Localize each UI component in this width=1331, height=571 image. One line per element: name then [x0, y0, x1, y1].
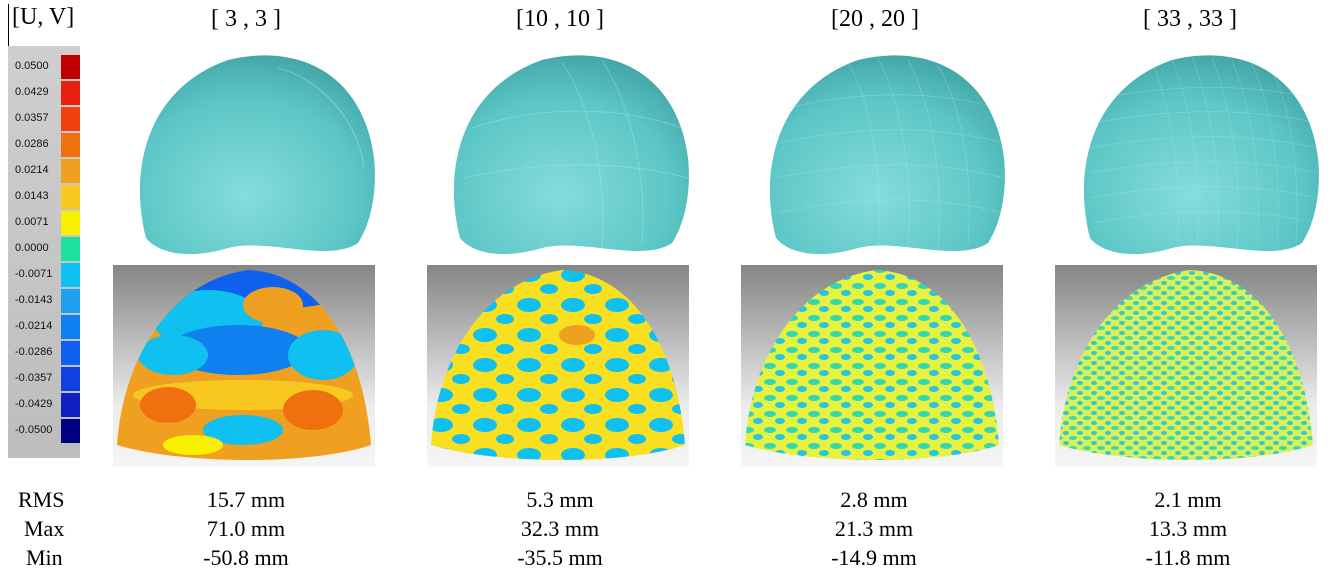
column-title-4: [ 33 , 33 ]: [1143, 6, 1237, 32]
scale-row: -0.0143: [8, 288, 80, 314]
column-title-1: [ 3 , 3 ]: [211, 6, 281, 32]
max-value-3: 21.3 mm: [834, 516, 914, 541]
scale-row: 0.0214: [8, 158, 80, 184]
scale-swatch: [61, 211, 80, 235]
rms-value-3: 2.8 mm: [840, 487, 908, 512]
min-value-4: -11.8 mm: [1145, 545, 1231, 570]
scale-tick-label: 0.0286: [15, 138, 49, 150]
scale-tick-label: -0.0071: [15, 268, 53, 280]
deviation-map-33x33: [1055, 265, 1317, 467]
min-value-3: -14.9 mm: [831, 545, 917, 570]
scale-tick-label: -0.0357: [15, 372, 53, 384]
scale-row: -0.0357: [8, 366, 80, 392]
scale-swatch: [61, 185, 80, 209]
deviation-map-3x3: [113, 265, 375, 467]
scale-tick-label: 0.0143: [15, 190, 49, 202]
color-scale-legend: 0.0500 0.0429 0.0357 0.0286 0.0214 0.0143 0.00…: [8, 46, 80, 458]
scale-tick-label: 0.0000: [15, 242, 49, 254]
scale-tick-label: -0.0143: [15, 294, 53, 306]
scale-swatch: [61, 107, 80, 131]
scale-tick-label: -0.0500: [15, 424, 53, 436]
scale-tick-label: 0.0500: [15, 60, 49, 72]
column-title-2: [10 , 10 ]: [516, 6, 604, 32]
min-label: Min: [26, 545, 63, 570]
scale-row: 0.0500: [8, 54, 80, 80]
scale-row: 0.0071: [8, 210, 80, 236]
scale-row: 0.0000: [8, 236, 80, 262]
scale-swatch: [61, 55, 80, 79]
scale-tick-label: -0.0214: [15, 320, 53, 332]
scale-swatch: [61, 289, 80, 313]
min-value-1: -50.8 mm: [203, 545, 289, 570]
uv-label: [U, V]: [12, 4, 75, 30]
scale-row: -0.0071: [8, 262, 80, 288]
scale-swatch: [61, 237, 80, 261]
max-value-1: 71.0 mm: [206, 516, 286, 541]
deviation-map-10x10: [427, 265, 689, 467]
scale-swatch: [61, 393, 80, 417]
scale-row: -0.0214: [8, 314, 80, 340]
scale-row: 0.0143: [8, 184, 80, 210]
surface-10x10: [453, 55, 689, 255]
min-value-2: -35.5 mm: [517, 545, 603, 570]
scale-swatch: [61, 315, 80, 339]
rms-value-1: 15.7 mm: [206, 487, 286, 512]
max-value-4: 13.3 mm: [1148, 516, 1228, 541]
rms-label: RMS: [18, 487, 65, 512]
scale-swatch: [61, 81, 80, 105]
max-label: Max: [24, 516, 65, 541]
scale-row: -0.0286: [8, 340, 80, 366]
deviation-map-20x20: [741, 265, 1003, 467]
scale-swatch: [61, 133, 80, 157]
column-title-3: [20 , 20 ]: [831, 6, 919, 32]
scale-row: 0.0357: [8, 106, 80, 132]
rms-value-4: 2.1 mm: [1154, 487, 1222, 512]
scale-swatch: [61, 367, 80, 391]
scale-tick-label: 0.0357: [15, 112, 49, 124]
scale-swatch: [61, 263, 80, 287]
rms-value-2: 5.3 mm: [526, 487, 594, 512]
scale-tick-label: 0.0071: [15, 216, 49, 228]
scale-row: 0.0286: [8, 132, 80, 158]
scale-swatch: [61, 419, 80, 443]
surface-33x33: [1083, 55, 1319, 255]
scale-tick-label: 0.0214: [15, 164, 49, 176]
scale-tick-label: -0.0429: [15, 398, 53, 410]
surface-3x3: [139, 55, 375, 255]
scale-row: 0.0429: [8, 80, 80, 106]
scale-swatch: [61, 341, 80, 365]
scale-tick-label: 0.0429: [15, 86, 49, 98]
scale-tick-label: -0.0286: [15, 346, 53, 358]
surface-20x20: [769, 55, 1005, 255]
scale-swatch: [61, 159, 80, 183]
scale-row: -0.0500: [8, 418, 80, 444]
max-value-2: 32.3 mm: [520, 516, 600, 541]
scale-row: -0.0429: [8, 392, 80, 418]
